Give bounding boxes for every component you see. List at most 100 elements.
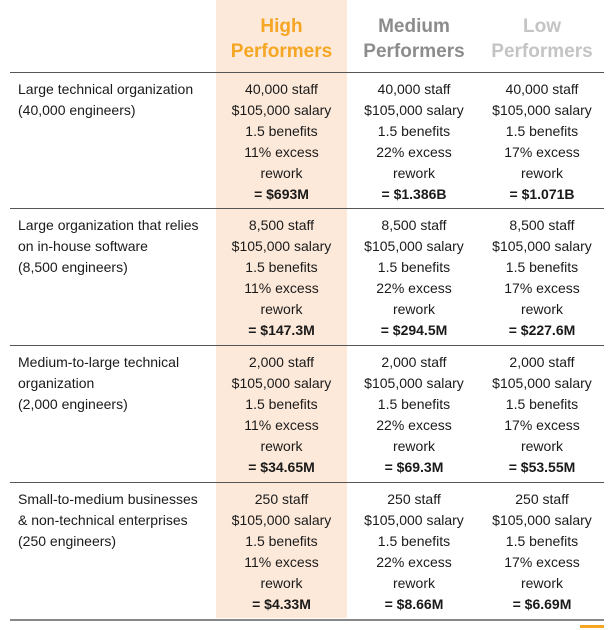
row-label-line: on in-house software: [18, 238, 148, 254]
cell-line: $105,000 salary: [492, 102, 592, 118]
cell-line: 17% excess: [504, 280, 580, 296]
column-header-low-line1: Low: [523, 16, 561, 37]
cell-total: = $6.69M: [512, 596, 572, 612]
cell-line: 2,000 staff: [381, 354, 447, 370]
cell-line: 2,000 staff: [509, 354, 575, 370]
table-cell: 2,000 staff $105,000 salary 1.5 benefits 11…: [216, 352, 347, 478]
cell-line: rework: [260, 165, 303, 181]
row-label-line: (250 engineers): [18, 533, 117, 549]
cell-line: $105,000 salary: [364, 512, 464, 528]
row-label-line: (40,000 engineers): [18, 102, 136, 118]
cell-line: 8,500 staff: [381, 217, 447, 233]
row-divider: [10, 345, 604, 346]
cell-line: rework: [260, 575, 303, 591]
column-header-medium: Medium Performers: [352, 14, 476, 64]
cell-line: 17% excess: [504, 554, 580, 570]
cell-line: rework: [520, 301, 563, 317]
column-header-high-line2: Performers: [230, 41, 333, 62]
cell-line: 2,000 staff: [248, 354, 315, 370]
column-header-low: Low Performers: [480, 14, 604, 64]
cell-line: rework: [392, 165, 435, 181]
cell-line: 1.5 benefits: [245, 396, 318, 412]
cell-line: $105,000 salary: [364, 238, 464, 254]
cell-total: = $34.65M: [248, 459, 315, 475]
column-header-medium-line2: Performers: [363, 41, 465, 62]
cell-line: 250 staff: [515, 491, 569, 507]
table-cell: 250 staff $105,000 salary 1.5 benefits 22% …: [350, 489, 478, 615]
table-cell: 40,000 staff $105,000 salary 1.5 benefits 1…: [216, 79, 347, 205]
cell-line: 22% excess: [376, 417, 452, 433]
cell-line: 1.5 benefits: [505, 123, 579, 139]
row-label-line: Large organization that relies: [18, 217, 199, 233]
cell-line: 40,000 staff: [377, 81, 451, 97]
row-divider: [10, 482, 604, 483]
table-cell: 40,000 staff $105,000 salary 1.5 benefits 2…: [350, 79, 478, 205]
table-cell: 250 staff $105,000 salary 1.5 benefits 17% …: [478, 489, 606, 615]
cell-line: rework: [260, 438, 303, 454]
row-label-line: Large technical organization: [18, 81, 194, 97]
column-header-high-line1: High: [260, 16, 303, 37]
column-header-high: High Performers: [216, 14, 347, 64]
cell-line: 11% excess: [244, 280, 319, 296]
row-label: Small-to-medium businesses & non-technica…: [18, 489, 218, 552]
row-label-line: (2,000 engineers): [18, 396, 128, 412]
cell-line: rework: [392, 301, 435, 317]
cell-line: 17% excess: [504, 417, 580, 433]
cell-line: $105,000 salary: [231, 512, 332, 528]
cell-line: 250 staff: [254, 491, 309, 507]
row-label-line: organization: [18, 375, 95, 391]
cell-total: = $147.3M: [248, 322, 315, 338]
cell-total: = $8.66M: [384, 596, 444, 612]
row-label-line: & non-technical enterprises: [18, 512, 188, 528]
cell-line: $105,000 salary: [492, 375, 592, 391]
cell-total: = $693M: [254, 186, 309, 202]
cell-line: rework: [392, 438, 435, 454]
cell-line: 40,000 staff: [505, 81, 579, 97]
cell-line: 22% excess: [376, 144, 452, 160]
high-performers-highlight: [216, 0, 347, 618]
row-label: Medium-to-large technical organization (2,…: [18, 352, 218, 415]
cell-line: $105,000 salary: [492, 512, 592, 528]
cell-line: rework: [520, 575, 563, 591]
cell-line: 11% excess: [244, 417, 319, 433]
cell-line: 22% excess: [376, 280, 452, 296]
row-label: Large technical organization (40,000 engi…: [18, 79, 218, 121]
cell-line: 11% excess: [244, 554, 319, 570]
cell-line: 1.5 benefits: [245, 259, 318, 275]
cell-line: 1.5 benefits: [245, 123, 318, 139]
cell-total: = $227.6M: [508, 322, 576, 338]
table-cell: 250 staff $105,000 salary 1.5 benefits 11% …: [216, 489, 347, 615]
cell-line: rework: [520, 438, 563, 454]
cell-line: 1.5 benefits: [505, 533, 579, 549]
row-label-line: Medium-to-large technical: [18, 354, 180, 370]
cell-line: 1.5 benefits: [377, 396, 451, 412]
cell-line: 17% excess: [504, 144, 580, 160]
row-label-line: (8,500 engineers): [18, 259, 128, 275]
column-header-low-line2: Performers: [491, 41, 593, 62]
table-cell: 8,500 staff $105,000 salary 1.5 benefits 17…: [478, 215, 606, 341]
row-label: Large organization that relies on in-hous…: [18, 215, 218, 278]
table-cell: 2,000 staff $105,000 salary 1.5 benefits 17…: [478, 352, 606, 478]
row-label-line: Small-to-medium businesses: [18, 491, 198, 507]
cell-line: $105,000 salary: [231, 238, 332, 254]
accent-tab: [580, 625, 604, 628]
cell-line: $105,000 salary: [492, 238, 592, 254]
cell-line: $105,000 salary: [231, 102, 332, 118]
cell-line: 1.5 benefits: [505, 396, 579, 412]
table-cell: 8,500 staff $105,000 salary 1.5 benefits 11…: [216, 215, 347, 341]
cell-total: = $4.33M: [252, 596, 311, 612]
cell-line: 40,000 staff: [245, 81, 318, 97]
cell-line: 22% excess: [376, 554, 452, 570]
table-cell: 40,000 staff $105,000 salary 1.5 benefits 1…: [478, 79, 606, 205]
cell-line: rework: [520, 165, 563, 181]
table-bottom-rule: [10, 619, 604, 621]
cell-total: = $1.071B: [509, 186, 575, 202]
cell-line: 1.5 benefits: [377, 259, 451, 275]
cell-line: 1.5 benefits: [377, 123, 451, 139]
cell-total: = $1.386B: [381, 186, 447, 202]
cell-line: 1.5 benefits: [505, 259, 579, 275]
cell-line: rework: [260, 301, 303, 317]
cell-line: $105,000 salary: [231, 375, 332, 391]
cell-line: 250 staff: [387, 491, 441, 507]
cell-total: = $69.3M: [384, 459, 444, 475]
